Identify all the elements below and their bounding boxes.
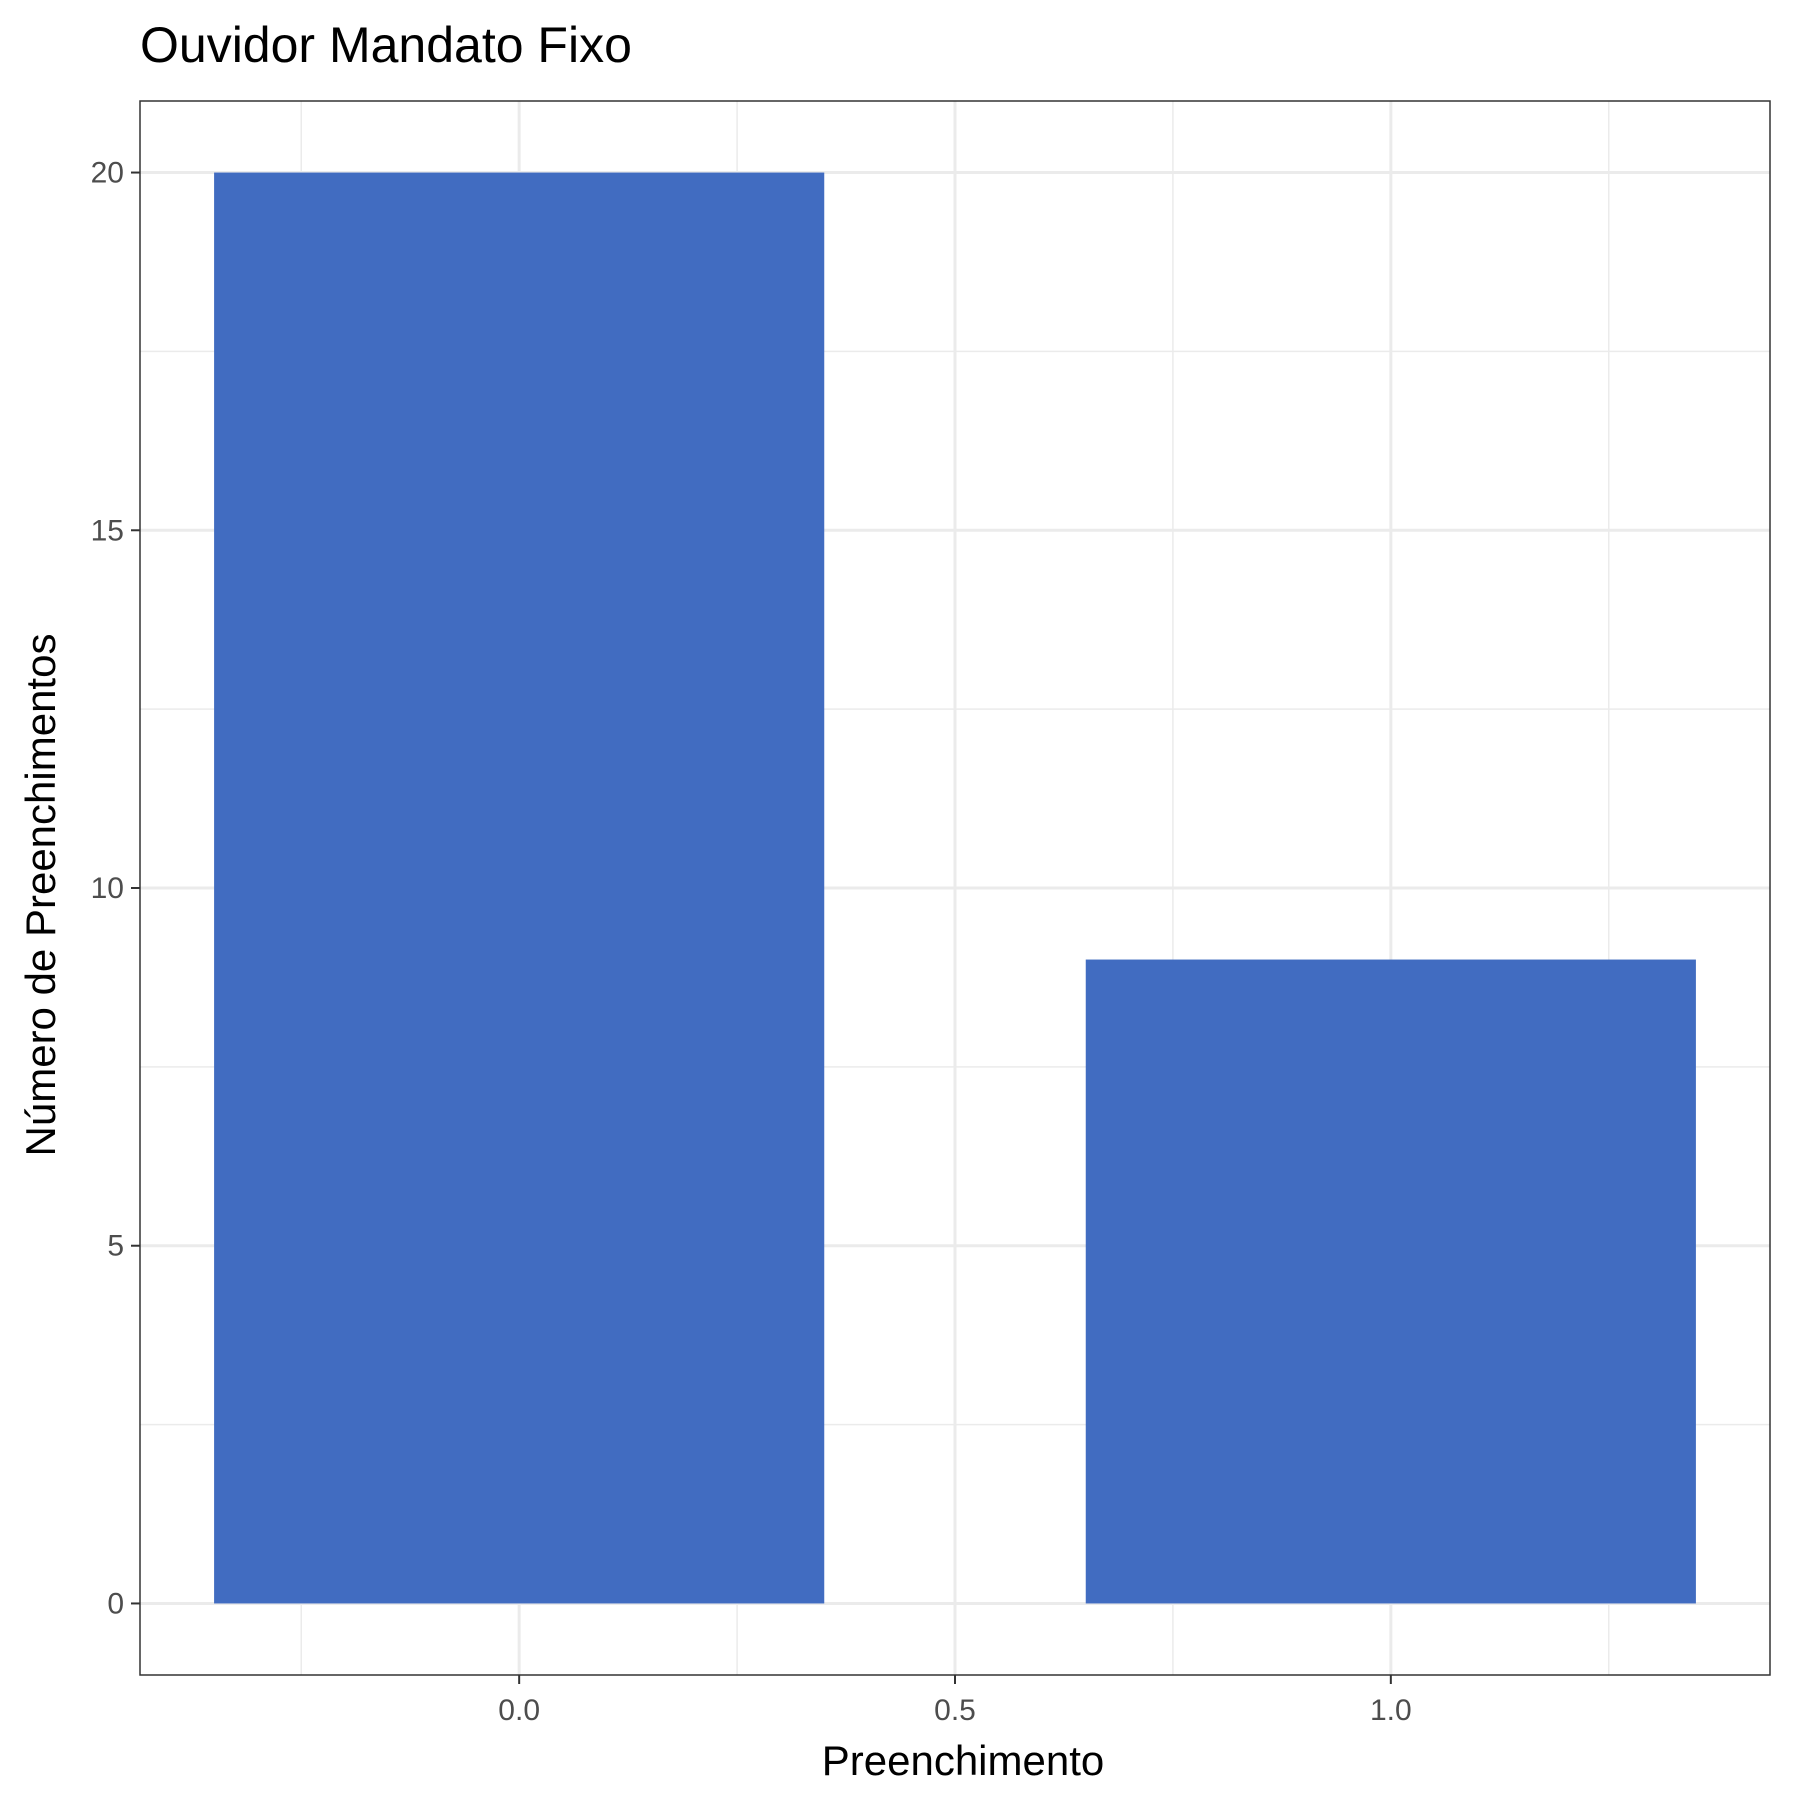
- y-tick-label: 10: [91, 872, 124, 905]
- bars: [214, 172, 1696, 1604]
- y-tick-label: 5: [107, 1230, 124, 1263]
- x-axis: 0.0 0.5 1.0: [498, 1675, 1412, 1727]
- y-tick-label: 20: [91, 157, 124, 190]
- y-tick-label: 0: [107, 1587, 124, 1620]
- y-axis-title: Número de Preenchimentos: [17, 634, 64, 1157]
- y-axis: 0 5 10 15 20: [91, 157, 140, 1620]
- x-tick-label: 1.0: [1370, 1694, 1412, 1727]
- bar: [214, 172, 825, 1604]
- y-tick-label: 15: [91, 514, 124, 547]
- x-tick-label: 0.0: [498, 1694, 540, 1727]
- chart-title: Ouvidor Mandato Fixo: [140, 17, 632, 73]
- x-axis-title: Preenchimento: [822, 1737, 1105, 1784]
- x-tick-label: 0.5: [934, 1694, 976, 1727]
- bar: [1085, 959, 1696, 1604]
